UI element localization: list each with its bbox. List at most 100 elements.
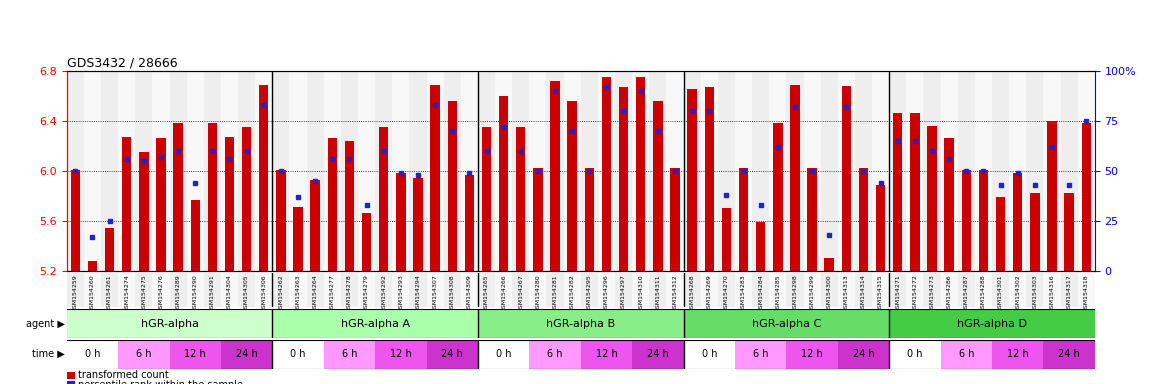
Bar [1043, 273, 1060, 307]
Bar [427, 340, 478, 369]
Text: 0 h: 0 h [290, 349, 306, 359]
Text: GSM154278: GSM154278 [347, 275, 352, 312]
Bar [854, 273, 872, 307]
Bar [773, 124, 782, 271]
Bar [825, 258, 834, 271]
Text: hGR-alpha B: hGR-alpha B [546, 318, 615, 329]
Bar [396, 174, 406, 271]
Text: GSM154287: GSM154287 [964, 275, 968, 312]
Text: GSM154308: GSM154308 [450, 275, 454, 312]
Bar [564, 71, 581, 271]
Text: 6 h: 6 h [753, 349, 768, 359]
Bar [494, 71, 512, 271]
Bar [409, 273, 427, 307]
Bar [889, 273, 906, 307]
Bar [894, 114, 903, 271]
Bar [358, 273, 375, 307]
Bar [152, 273, 169, 307]
Bar [807, 169, 816, 271]
Bar [392, 71, 409, 271]
Bar [276, 170, 285, 271]
Bar [1043, 71, 1060, 271]
Bar [136, 71, 152, 271]
Bar [427, 273, 444, 307]
Bar [906, 71, 923, 271]
Text: 0 h: 0 h [496, 349, 512, 359]
Bar [923, 71, 941, 271]
Bar [67, 309, 273, 338]
Bar [118, 71, 136, 271]
Bar [738, 169, 749, 271]
Text: GSM154306: GSM154306 [261, 275, 267, 312]
Bar [204, 71, 221, 271]
Bar [837, 273, 854, 307]
Bar [804, 71, 821, 271]
Text: GSM154312: GSM154312 [673, 275, 677, 312]
Bar [101, 71, 118, 271]
Text: GSM154265: GSM154265 [484, 275, 489, 312]
Text: GSM154307: GSM154307 [432, 275, 438, 312]
Bar [636, 77, 645, 271]
Bar [169, 340, 221, 369]
Bar [1026, 71, 1043, 271]
Bar [979, 170, 988, 271]
Bar [238, 273, 255, 307]
Bar [769, 273, 787, 307]
Text: GSM154305: GSM154305 [244, 275, 250, 312]
Bar [380, 127, 389, 271]
Text: GSM154309: GSM154309 [467, 275, 472, 312]
Bar [910, 114, 920, 271]
Bar [136, 273, 152, 307]
Bar [290, 273, 307, 307]
Text: GSM154271: GSM154271 [895, 275, 900, 312]
Bar [512, 273, 529, 307]
Bar [735, 71, 752, 271]
Bar [307, 273, 324, 307]
Bar [186, 71, 204, 271]
Bar [821, 71, 837, 271]
Text: GSM154314: GSM154314 [861, 275, 866, 312]
Text: GSM154315: GSM154315 [879, 275, 883, 312]
Text: GSM154317: GSM154317 [1066, 275, 1072, 312]
Text: 6 h: 6 h [136, 349, 152, 359]
Text: GSM154288: GSM154288 [981, 275, 986, 312]
Bar [101, 273, 118, 307]
Text: GSM154263: GSM154263 [296, 275, 300, 312]
Bar [409, 71, 427, 271]
Bar [328, 139, 337, 271]
Bar [1060, 273, 1078, 307]
Text: GSM154276: GSM154276 [159, 275, 163, 312]
Bar [787, 273, 804, 307]
Bar [156, 139, 166, 271]
Bar [478, 71, 494, 271]
Bar [683, 309, 889, 338]
Bar [906, 273, 923, 307]
Bar [478, 340, 529, 369]
Bar [512, 71, 529, 271]
Bar [667, 71, 683, 271]
Text: GSM154281: GSM154281 [552, 275, 558, 312]
Text: GDS3432 / 28666: GDS3432 / 28666 [67, 57, 177, 70]
Bar [461, 71, 478, 271]
Bar [992, 273, 1010, 307]
Bar [581, 71, 598, 271]
Text: 12 h: 12 h [596, 349, 618, 359]
Bar [551, 81, 560, 271]
Text: GSM154296: GSM154296 [604, 275, 610, 312]
Bar [122, 137, 131, 271]
Bar [889, 309, 1095, 338]
Bar [139, 152, 148, 271]
Text: GSM154270: GSM154270 [723, 275, 729, 312]
Bar [859, 169, 868, 271]
Bar [1013, 174, 1022, 271]
Bar [752, 71, 769, 271]
Bar [958, 71, 975, 271]
Bar [340, 273, 358, 307]
Text: 6 h: 6 h [959, 349, 974, 359]
Bar [273, 340, 324, 369]
Text: 24 h: 24 h [442, 349, 463, 359]
Bar [375, 340, 427, 369]
Bar [499, 96, 508, 271]
Bar [392, 273, 409, 307]
Bar [478, 309, 683, 338]
